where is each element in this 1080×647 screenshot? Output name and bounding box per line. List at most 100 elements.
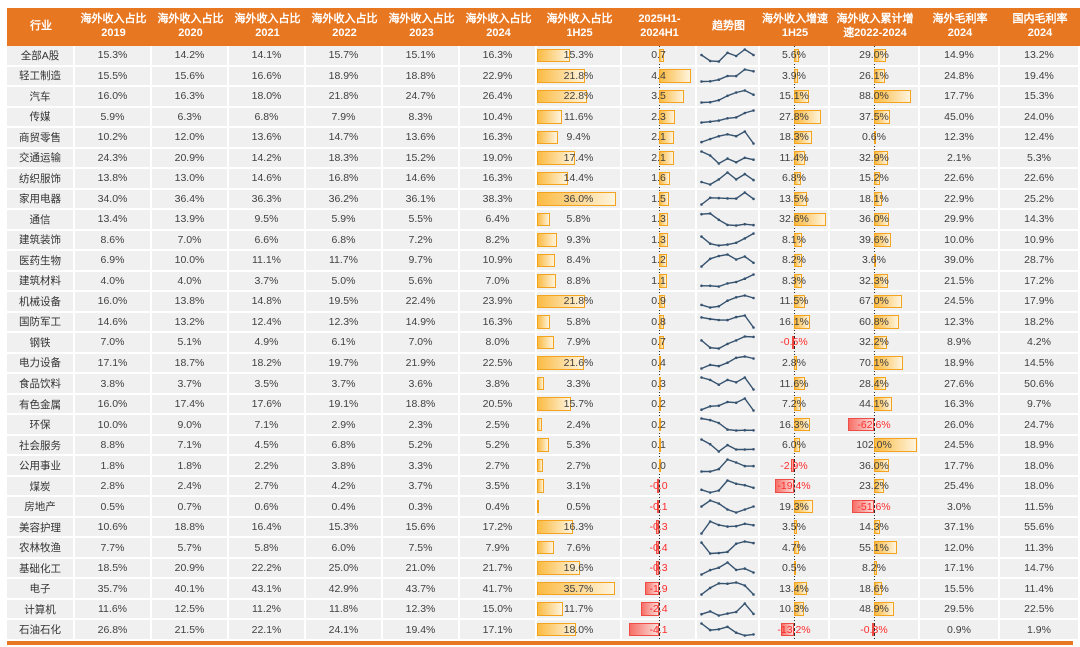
header-gm_dom: 国内毛利率 2024 <box>1000 8 1080 46</box>
share-value-cell: 15.3% <box>306 517 383 539</box>
sparkline-point <box>708 196 712 200</box>
share-value-cell: 41.7% <box>460 579 537 600</box>
sparkline-point <box>708 318 712 321</box>
positive-databar <box>794 417 810 432</box>
trend-sparkline <box>700 273 755 289</box>
cell-value: 7.7% <box>100 541 125 554</box>
sparkline-point <box>726 524 729 528</box>
cell-value: 17.2% <box>1024 274 1054 287</box>
positive-databar <box>658 233 668 247</box>
overseas-gross-margin-cell: 17.1% <box>920 558 1000 580</box>
positive-databar <box>658 274 667 288</box>
cell-value: 建筑装饰 <box>19 234 61 247</box>
positive-databar <box>794 520 798 534</box>
positive-databar <box>537 520 573 534</box>
sparkline-point <box>752 178 755 182</box>
cell-value: 0.4% <box>485 500 510 513</box>
share-value-cell: 15.6% <box>383 517 460 539</box>
change-cell: 2.1 <box>622 128 697 149</box>
positive-databar <box>658 212 668 227</box>
share-value-cell: 18.5% <box>75 558 152 580</box>
growth-1h25-cell: 32.6% <box>760 210 830 231</box>
cell-value: 14.4% <box>563 172 594 185</box>
share-value-cell: 3.7% <box>229 271 306 293</box>
positive-databar <box>537 110 563 124</box>
cell-value: 0.7 <box>651 336 666 349</box>
cell-value: 0.6% <box>254 500 279 513</box>
sparkline-point <box>734 542 738 546</box>
cell-value: 35.7% <box>563 582 594 595</box>
sparkline-point <box>717 218 721 221</box>
domestic-gross-margin-cell: 19.4% <box>1000 66 1080 88</box>
cell-value: 7.0% <box>100 336 125 349</box>
share-value-cell: 6.8% <box>229 107 306 129</box>
zero-axis-dashed-line <box>658 497 660 516</box>
cell-value: 4.0% <box>100 274 125 287</box>
share-value-cell: 5.8% <box>229 538 306 559</box>
share-value-cell: 2.7% <box>460 456 537 477</box>
positive-databar <box>794 499 813 514</box>
cell-value: 36.4% <box>174 192 205 205</box>
share-value-cell: 10.0% <box>75 415 152 436</box>
cell-value: 0.7 <box>651 49 666 62</box>
share-value-cell: 13.9% <box>152 210 229 231</box>
sparkline-point <box>717 488 721 492</box>
cell-value: 10.0% <box>174 254 205 267</box>
cell-value: 基础化工 <box>19 562 61 575</box>
sparkline-point <box>717 134 721 138</box>
cell-value: 3.6% <box>862 254 886 267</box>
cell-value: -19.4% <box>777 480 811 493</box>
cell-value: 11.5% <box>1024 500 1054 513</box>
positive-databar <box>794 192 808 206</box>
cum-growth-cell: 102.0% <box>830 435 920 457</box>
sparkline-point <box>717 304 721 308</box>
cell-value: 2.4% <box>177 480 202 493</box>
cell-value: 16.3% <box>482 172 513 185</box>
cell-value: 15.3% <box>1024 90 1054 103</box>
sparkline-point <box>717 98 721 102</box>
change-cell: -4.1 <box>622 620 697 641</box>
cum-growth-cell: 44.1% <box>830 394 920 416</box>
cell-value: -62.6% <box>857 418 891 431</box>
cell-value: 17.1% <box>482 623 513 636</box>
growth-1h25-cell: 3.9% <box>760 66 830 88</box>
sparkline-point <box>708 306 712 309</box>
share-1h25-bar-cell: 14.4% <box>537 169 622 190</box>
cell-value: 18.8% <box>405 69 436 82</box>
positive-databar <box>537 130 558 145</box>
trend-cell <box>697 497 760 518</box>
share-value-cell: 2.9% <box>306 415 383 436</box>
cell-value: 传媒 <box>29 111 51 124</box>
trend-sparkline <box>700 581 755 596</box>
cell-value: 0.3 <box>651 377 666 390</box>
sparkline-point <box>726 582 729 586</box>
cell-value: 12.0% <box>944 541 974 554</box>
share-value-cell: 16.3% <box>460 169 537 190</box>
overseas-gross-margin-cell: 21.5% <box>920 271 1000 293</box>
negative-databar <box>628 622 659 637</box>
share-value-cell: 8.2% <box>460 230 537 252</box>
positive-databar <box>794 581 808 596</box>
sparkline-point <box>700 150 703 154</box>
cell-value: 汽车 <box>29 90 51 103</box>
industry-label: 建筑材料 <box>7 271 75 293</box>
cell-value: 18.1% <box>859 192 889 205</box>
share-value-cell: 16.0% <box>75 292 152 313</box>
cell-value: 10.3% <box>779 603 809 616</box>
domestic-gross-margin-cell: 14.7% <box>1000 558 1080 580</box>
share-value-cell: 22.1% <box>229 620 306 641</box>
sparkline-point <box>717 421 721 425</box>
change-cell: -0.3 <box>622 558 697 580</box>
positive-databar <box>537 89 587 104</box>
positive-databar <box>874 212 890 227</box>
trend-sparkline <box>700 519 755 535</box>
cell-value: 10.9% <box>482 254 513 267</box>
positive-databar <box>537 48 571 63</box>
positive-databar <box>537 417 543 432</box>
sparkline-point <box>717 551 721 555</box>
share-value-cell: 17.6% <box>229 394 306 416</box>
trend-cell <box>697 107 760 129</box>
positive-databar <box>874 294 903 309</box>
cell-value: 电力设备 <box>19 357 61 370</box>
cum-growth-cell: 0.6% <box>830 128 920 149</box>
